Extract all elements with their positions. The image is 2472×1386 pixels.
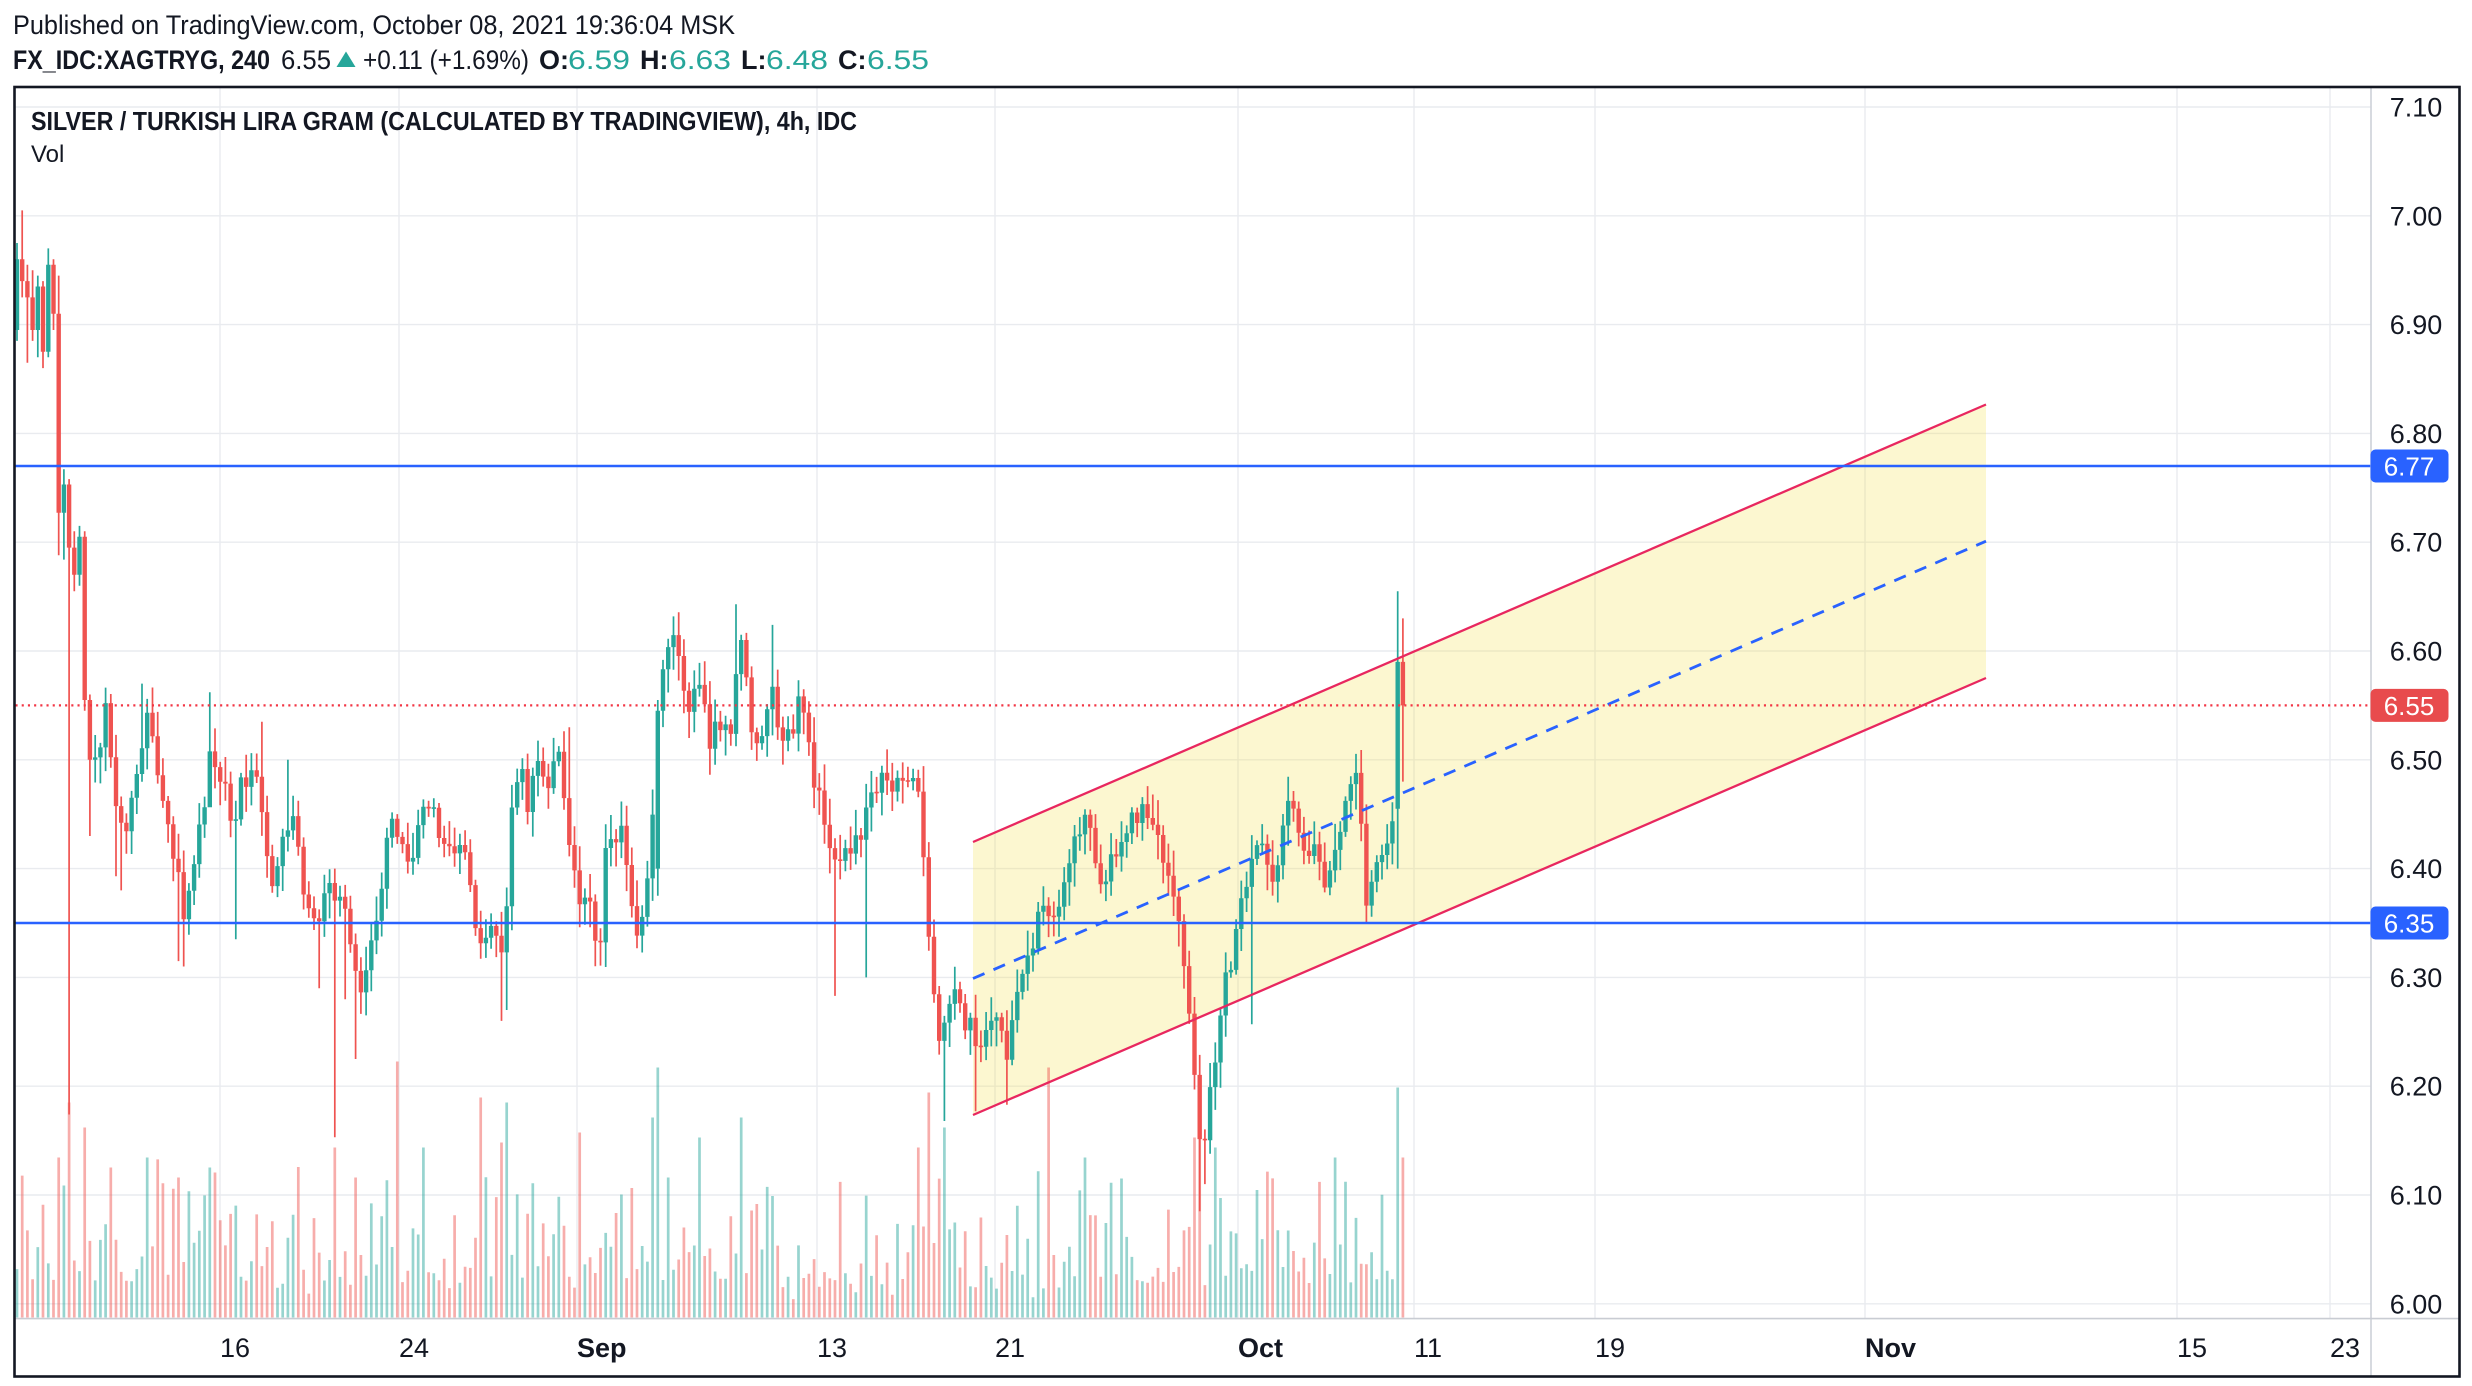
svg-text:6.30: 6.30: [2390, 963, 2443, 993]
svg-text:Sep: Sep: [577, 1333, 627, 1363]
svg-text:6.55: 6.55: [281, 45, 331, 75]
svg-text:16: 16: [220, 1333, 250, 1363]
svg-text:O:: O:: [539, 45, 569, 75]
svg-text:6.59: 6.59: [568, 45, 630, 75]
svg-text:21: 21: [995, 1333, 1025, 1363]
svg-text:C:: C:: [838, 45, 867, 75]
svg-text:6.55: 6.55: [2384, 691, 2435, 721]
svg-text:15: 15: [2177, 1333, 2207, 1363]
svg-text:6.48: 6.48: [766, 45, 828, 75]
svg-text:6.20: 6.20: [2390, 1072, 2443, 1102]
svg-text:24: 24: [399, 1333, 429, 1363]
svg-text:SILVER / TURKISH LIRA GRAM (CA: SILVER / TURKISH LIRA GRAM (CALCULATED B…: [31, 106, 857, 136]
svg-text:6.70: 6.70: [2390, 528, 2443, 558]
svg-text:6.60: 6.60: [2390, 637, 2443, 667]
svg-text:H:: H:: [640, 45, 669, 75]
svg-text:6.90: 6.90: [2390, 310, 2443, 340]
svg-text:Vol: Vol: [31, 141, 64, 168]
svg-text:Published on TradingView.com,: Published on TradingView.com, October 08…: [13, 10, 735, 40]
svg-text:6.35: 6.35: [2384, 909, 2435, 939]
svg-text:6.40: 6.40: [2390, 854, 2443, 884]
svg-text:FX_IDC:XAGTRYG, 240: FX_IDC:XAGTRYG, 240: [13, 45, 270, 75]
svg-text:7.00: 7.00: [2390, 201, 2443, 231]
svg-text:7.10: 7.10: [2390, 93, 2443, 123]
svg-text:6.55: 6.55: [867, 45, 929, 75]
svg-text:Nov: Nov: [1865, 1333, 1916, 1363]
svg-text:+0.11 (+1.69%): +0.11 (+1.69%): [363, 45, 529, 75]
svg-text:6.80: 6.80: [2390, 419, 2443, 449]
svg-text:19: 19: [1595, 1333, 1625, 1363]
svg-text:6.50: 6.50: [2390, 745, 2443, 775]
svg-text:11: 11: [1414, 1333, 1442, 1363]
svg-text:6.63: 6.63: [669, 45, 731, 75]
svg-text:6.00: 6.00: [2390, 1289, 2443, 1319]
svg-text:23: 23: [2330, 1333, 2360, 1363]
svg-text:Oct: Oct: [1238, 1333, 1283, 1363]
svg-text:13: 13: [817, 1333, 847, 1363]
svg-text:6.10: 6.10: [2390, 1181, 2443, 1211]
svg-text:6.77: 6.77: [2384, 452, 2435, 482]
svg-text:L:: L:: [741, 45, 766, 75]
